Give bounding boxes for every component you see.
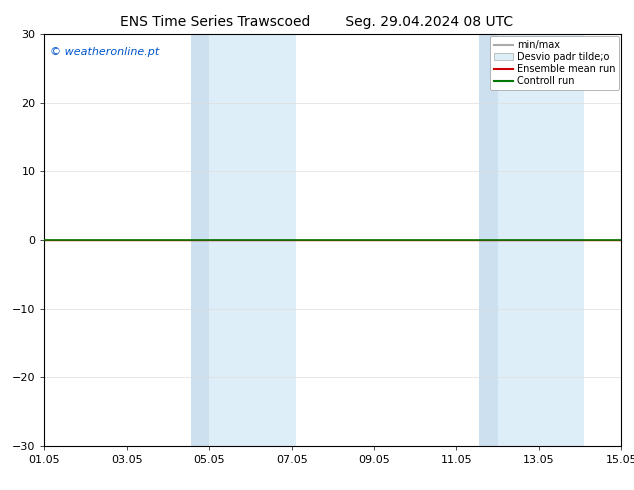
Text: ENS Time Series Trawscoed        Seg. 29.04.2024 08 UTC: ENS Time Series Trawscoed Seg. 29.04.202…	[120, 15, 514, 29]
Bar	[479, 34, 498, 446]
Legend: min/max, Desvio padr tilde;o, Ensemble mean run, Controll run: min/max, Desvio padr tilde;o, Ensemble m…	[489, 36, 619, 90]
Bar	[498, 34, 584, 446]
Bar	[191, 34, 209, 446]
Bar	[209, 34, 295, 446]
Text: © weatheronline.pt: © weatheronline.pt	[50, 47, 159, 57]
